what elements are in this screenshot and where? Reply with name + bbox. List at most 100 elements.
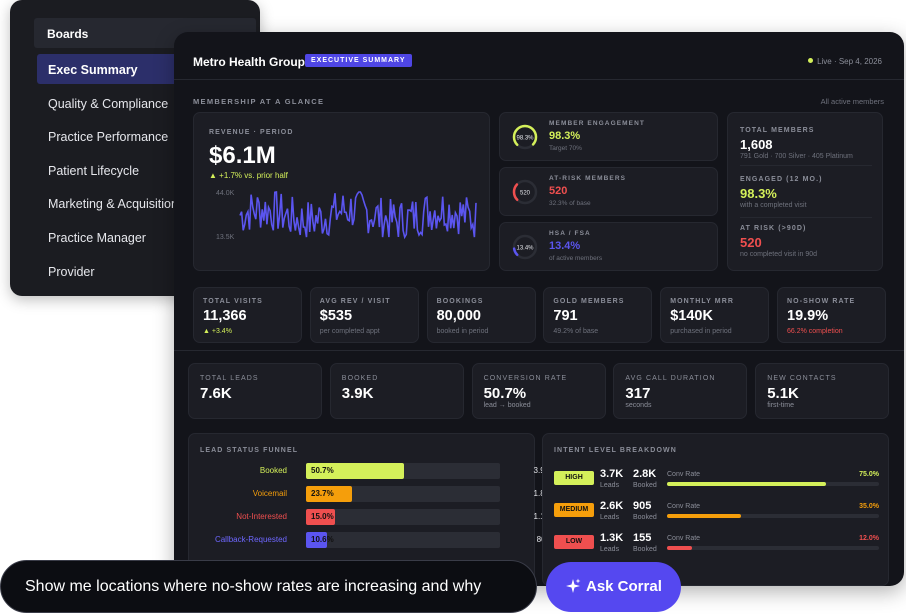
divider <box>740 217 872 218</box>
totals-card[interactable]: TOTAL MEMBERS 1,608 791 Gold · 700 Silve… <box>727 112 883 271</box>
intent-badge: LOW <box>554 535 594 549</box>
gauge-text: 13.4% <box>516 246 534 252</box>
gauge-fill <box>512 124 538 150</box>
lead-metric-label: BOOKED <box>341 375 379 382</box>
kpi-value: $140K <box>670 308 713 324</box>
lead-metric-label: AVG CALL DURATION <box>625 375 716 382</box>
lead-metric-card[interactable]: CONVERSION RATE 50.7% lead → booked <box>471 363 606 419</box>
board-item-patient-lifecycle[interactable]: Patient Lifecycle <box>48 163 140 178</box>
intent-booked: 155 <box>633 532 652 544</box>
membership-section-label: MEMBERSHIP AT A GLANCE <box>193 97 325 106</box>
intent-bar <box>667 514 742 518</box>
intent-rate-label: Conv Rate <box>667 471 701 478</box>
funnel-row-label: Voicemail <box>252 489 287 498</box>
executive-summary-badge: EXECUTIVE SUMMARY <box>305 54 412 67</box>
gauge-card[interactable]: 520 AT-RISK MEMBERS 520 32.3% of base <box>499 167 718 216</box>
kpi-sub: ▲ +3.4% <box>203 328 232 335</box>
intent-bar-track <box>667 546 879 550</box>
sparkline-max-label: 44.0K <box>216 190 235 197</box>
funnel-title: LEAD STATUS FUNNEL <box>200 447 299 454</box>
lead-metric-card[interactable]: NEW CONTACTS 5.1K first-time <box>755 363 890 419</box>
kpi-card[interactable]: NO-SHOW RATE 19.9% 66.2% completion <box>777 287 886 343</box>
gauge-card[interactable]: 98.3% MEMBER ENGAGEMENT 98.3% Target 70% <box>499 112 718 161</box>
revenue-delta: ▲ +1.7% vs. prior half <box>209 171 288 180</box>
revenue-value: $6.1M <box>209 142 276 169</box>
intent-rate-value: 12.0% <box>859 535 879 542</box>
board-item-practice-manager[interactable]: Practice Manager <box>48 231 146 245</box>
gauge-fill <box>512 234 538 260</box>
intent-leads-label: Leads <box>600 482 620 489</box>
gauge-ring: 98.3% <box>512 124 538 150</box>
kpi-card[interactable]: BOOKINGS 80,000 booked in period <box>426 287 536 343</box>
kpi-value: 19.9% <box>787 308 829 324</box>
board-item-marketing-acquisition[interactable]: Marketing & Acquisition <box>48 197 178 212</box>
funnel-bar-track: 15.0% <box>306 509 500 525</box>
board-item-provider[interactable]: Provider <box>48 264 95 279</box>
funnel-row-label: Booked <box>259 466 287 475</box>
membership-section-scope: All active members <box>820 97 884 106</box>
engaged-sub: with a completed visit <box>740 202 807 209</box>
gauge-value: 98.3% <box>549 130 581 142</box>
ask-corral-button[interactable]: Ask Corral <box>546 562 681 612</box>
intent-badge: MEDIUM <box>554 503 594 517</box>
lead-metric-value: 5.1K <box>767 385 799 402</box>
kpi-card[interactable]: TOTAL VISITS 11,366 ▲ +3.4% <box>193 287 302 343</box>
intent-rate-label: Conv Rate <box>667 535 701 542</box>
lead-metric-card[interactable]: TOTAL LEADS 7.6K <box>188 363 322 419</box>
funnel-bar[interactable]: 23.7% <box>306 486 352 502</box>
funnel-bar[interactable]: 50.7% <box>306 463 405 479</box>
kpi-card[interactable]: GOLD MEMBERS 791 49.2% of base <box>543 287 653 343</box>
total-members-value: 1,608 <box>740 137 773 152</box>
board-item-practice-performance[interactable]: Practice Performance <box>48 130 169 145</box>
lead-metric-value: 7.6K <box>200 385 232 402</box>
funnel-bar-track: 50.7% <box>306 463 500 479</box>
funnel-row-value: 1.8K <box>520 489 550 498</box>
gauge-label: HSA / FSA <box>549 230 591 237</box>
live-dot-icon <box>808 58 814 63</box>
kpi-card[interactable]: MONTHLY MRR $140K purchased in period <box>660 287 770 343</box>
lead-metric-card[interactable]: BOOKED 3.9K <box>329 363 464 419</box>
intent-leads: 2.6K <box>600 500 624 512</box>
live-status: Live · Sep 4, 2026 <box>808 57 882 66</box>
intent-bar <box>667 546 693 550</box>
board-item-quality-compliance[interactable]: Quality & Compliance <box>48 96 169 111</box>
intent-breakdown-card[interactable]: INTENT LEVEL BREAKDOWN HIGH 3.7K Leads 2.8K… <box>542 433 889 586</box>
prompt-text: Show me locations where no-show rates ar… <box>25 578 482 595</box>
at-risk-value: 520 <box>740 235 762 250</box>
lead-metric-card[interactable]: AVG CALL DURATION 317 seconds <box>613 363 748 419</box>
revenue-label: REVENUE · PERIOD <box>209 129 294 136</box>
intent-leads-label: Leads <box>600 514 620 521</box>
live-status-text: Live · Sep 4, 2026 <box>817 57 882 66</box>
gauge-card[interactable]: 13.4% HSA / FSA 13.4% of active members <box>499 222 718 271</box>
funnel-row-label: Not-Interested <box>236 512 287 521</box>
kpi-label: AVG REV / VISIT <box>319 298 391 305</box>
kpi-label: BOOKINGS <box>436 298 484 305</box>
dashboard-header: Metro Health Group EXECUTIVE SUMMARY Liv… <box>174 32 904 80</box>
gauge-sub: Target 70% <box>549 145 582 152</box>
intent-bar <box>667 482 826 486</box>
ask-corral-label: Ask Corral <box>586 578 662 595</box>
ask-prompt-input[interactable]: Show me locations where no-show rates ar… <box>0 560 537 613</box>
lead-metric-sub: lead → booked <box>483 402 531 409</box>
funnel-row-value: 1.1K <box>520 512 550 521</box>
sparkle-icon <box>566 578 581 593</box>
intent-leads-label: Leads <box>600 546 620 553</box>
kpi-label: TOTAL VISITS <box>203 298 263 305</box>
revenue-card[interactable]: REVENUE · PERIOD $6.1M ▲ +1.7% vs. prior… <box>193 112 490 271</box>
org-title: Metro Health Group <box>193 55 306 69</box>
kpi-sub: purchased in period <box>670 328 732 335</box>
lead-metric-value: 50.7% <box>483 385 527 402</box>
intent-bar-track <box>667 482 879 486</box>
intent-booked: 2.8K <box>633 468 657 480</box>
lead-metric-value: 3.9K <box>341 385 374 402</box>
kpi-card[interactable]: AVG REV / VISIT $535 per completed appt <box>309 287 419 343</box>
at-risk-label: AT RISK (>90D) <box>740 225 807 232</box>
funnel-bar[interactable]: 15.0% <box>306 509 336 525</box>
intent-badge: HIGH <box>554 471 594 485</box>
intent-rate-value: 35.0% <box>859 503 879 510</box>
funnel-bar[interactable]: 10.6% <box>306 532 334 548</box>
intent-leads: 3.7K <box>600 468 624 480</box>
funnel-row-label: Callback-Requested <box>214 535 287 544</box>
lead-metric-label: CONVERSION RATE <box>483 375 568 382</box>
